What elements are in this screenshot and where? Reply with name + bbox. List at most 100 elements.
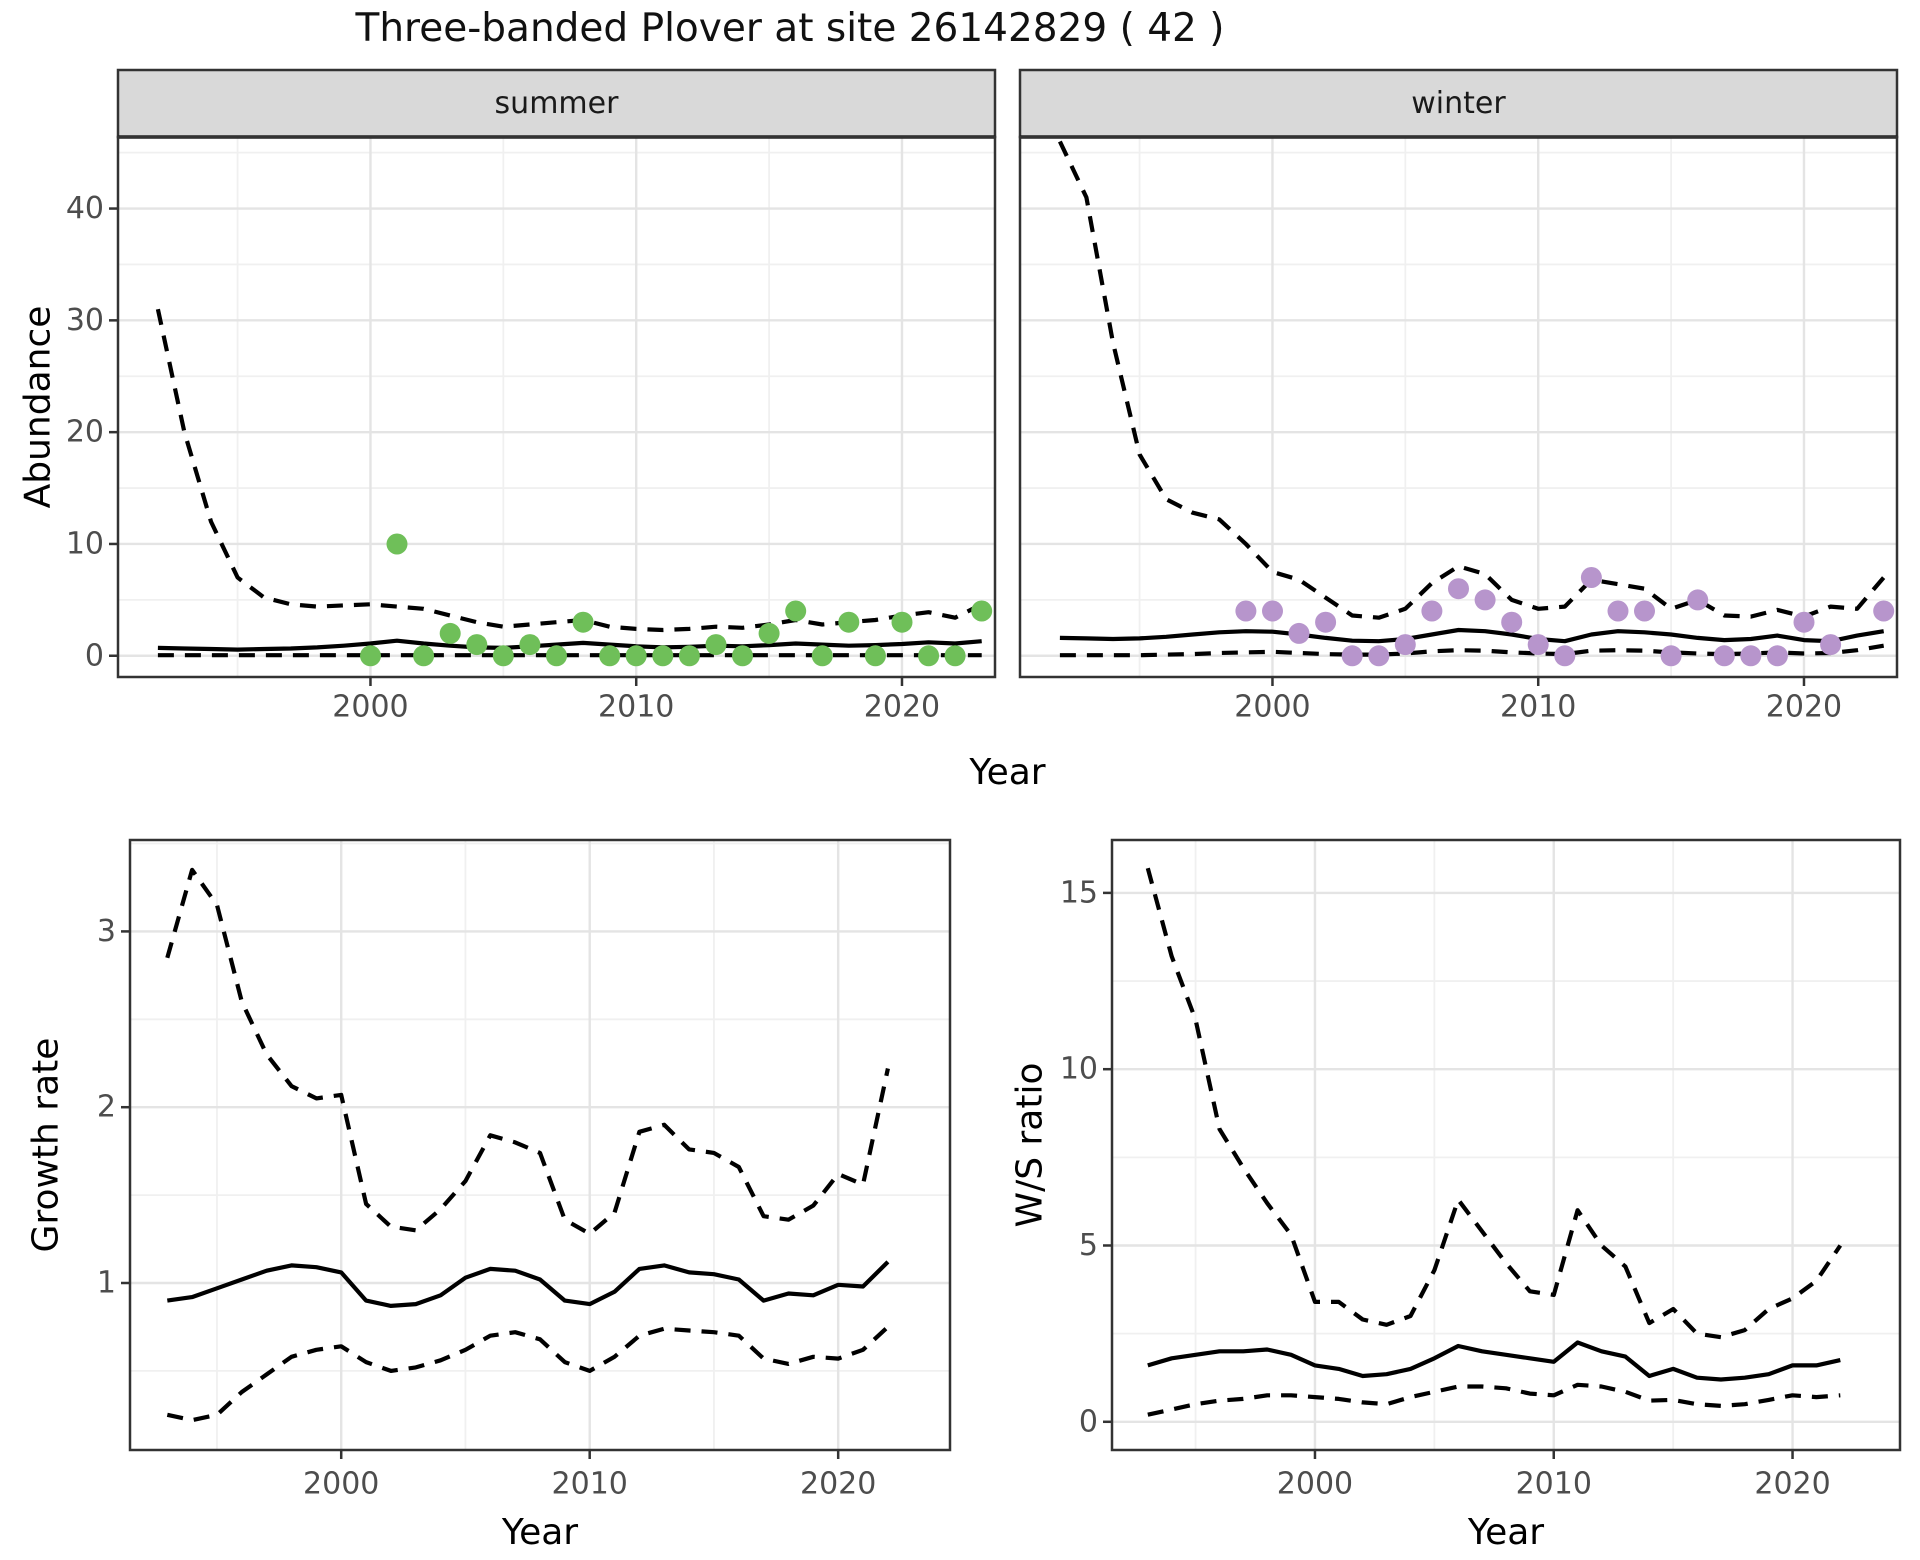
data-point <box>1315 611 1337 633</box>
facet-strip <box>1018 68 1899 139</box>
y-tick-label: 20 <box>66 415 104 450</box>
data-point <box>439 622 461 644</box>
facet-label-winter: winter <box>1411 86 1506 121</box>
panel-border <box>1110 838 1902 1452</box>
data-point <box>1580 567 1602 588</box>
data-point <box>386 533 408 555</box>
data-point <box>838 611 860 633</box>
panel-background <box>130 840 950 1450</box>
data-point <box>785 600 807 622</box>
y-tick-label: 2 <box>97 1090 116 1125</box>
data-point <box>1368 645 1390 667</box>
data-point <box>918 645 940 667</box>
data-point <box>1448 578 1469 600</box>
gridlines <box>118 137 995 677</box>
data-point <box>1235 600 1257 622</box>
panel-abundance-summer: 2000 2010 2020 0 10 20 30 40 <box>66 68 997 725</box>
y-tick-label: 10 <box>1060 1052 1098 1087</box>
abundance-winter-upper-ci-line <box>1058 140 1886 620</box>
data-point <box>705 634 727 656</box>
panel-border <box>128 838 952 1452</box>
summer-counts <box>360 533 993 667</box>
y-axis-title-growth-rate: Growth rate <box>25 1037 67 1253</box>
gridlines <box>130 840 950 1450</box>
data-point <box>971 600 993 622</box>
panel-border <box>1018 135 1899 679</box>
x-tick-label: 2000 <box>332 690 408 725</box>
x-tick-label: 2010 <box>1500 690 1576 725</box>
data-point <box>678 645 700 667</box>
axis-ticks: 2000 2010 2020 1 2 3 <box>97 914 876 1502</box>
axis-ticks: 2000 2010 2020 0 10 20 30 40 <box>66 191 940 724</box>
growth-rate-mean-line <box>167 1260 890 1309</box>
y-tick-label: 3 <box>97 914 116 949</box>
x-axis-title-year-ws: Year <box>1467 1512 1545 1553</box>
data-point <box>1766 645 1788 667</box>
x-tick-label: 2010 <box>552 1467 628 1502</box>
data-point <box>466 634 488 656</box>
y-tick-label: 15 <box>1060 875 1098 910</box>
abundance-summer-mean-line <box>157 638 982 652</box>
x-tick-label: 2020 <box>864 690 940 725</box>
y-tick-label: 40 <box>66 191 104 226</box>
ws-ratio-mean-line <box>1147 1340 1841 1382</box>
axis-ticks: 2000 2010 2020 0 5 10 15 <box>1060 875 1831 1501</box>
y-axis-title-ws-ratio: W/S ratio <box>1009 1062 1051 1228</box>
data-point <box>1873 600 1895 622</box>
data-point <box>1634 600 1655 622</box>
x-tick-label: 2020 <box>1766 690 1842 725</box>
data-point <box>1394 634 1416 656</box>
growth-rate-lower-ci-line <box>166 1325 890 1423</box>
growth-rate-upper-ci-line <box>165 867 890 1236</box>
data-point <box>758 622 780 644</box>
panel-ws-ratio: 2000 2010 2020 0 5 10 15 <box>1060 838 1902 1502</box>
facet-label-summer: summer <box>494 86 619 121</box>
x-tick-label: 2020 <box>1754 1467 1830 1502</box>
y-tick-label: 5 <box>1079 1228 1098 1263</box>
data-point <box>625 645 647 667</box>
data-point <box>652 645 674 667</box>
data-point <box>1341 645 1363 667</box>
x-tick-label: 2010 <box>598 690 674 725</box>
data-point <box>572 611 594 633</box>
chart-title: Three-banded Plover at site 26142829 ( 4… <box>355 6 1225 51</box>
panel-growth-rate: 2000 2010 2020 1 2 3 <box>97 838 952 1502</box>
x-tick-label: 2020 <box>800 1467 876 1502</box>
x-tick-label: 2000 <box>303 1467 379 1502</box>
data-point <box>1793 611 1815 633</box>
data-point <box>811 645 833 667</box>
data-point <box>546 645 567 667</box>
y-axis-title-abundance: Abundance <box>17 305 59 509</box>
panel-abundance-winter: 2000 2010 2020 <box>1018 68 1899 725</box>
data-point <box>1262 600 1283 622</box>
data-point <box>1660 645 1682 667</box>
y-tick-label: 1 <box>97 1265 116 1300</box>
y-tick-label: 0 <box>85 638 104 673</box>
data-point <box>1554 645 1576 667</box>
data-point <box>1501 611 1523 633</box>
x-tick-label: 2010 <box>1516 1467 1592 1502</box>
winter-counts <box>1235 567 1895 667</box>
data-point <box>1421 600 1443 622</box>
data-point <box>519 634 541 656</box>
x-tick-label: 2000 <box>1277 1467 1353 1502</box>
data-point <box>1288 622 1310 644</box>
x-tick-label: 2000 <box>1234 690 1310 725</box>
y-tick-label: 0 <box>1079 1404 1098 1439</box>
panel-background <box>118 137 995 677</box>
y-tick-label: 10 <box>66 526 104 561</box>
x-axis-title-year-growth: Year <box>501 1512 579 1553</box>
data-point <box>413 645 435 667</box>
ws-ratio-upper-ci-line <box>1145 867 1843 1340</box>
data-point <box>1607 600 1629 622</box>
panel-background <box>1112 840 1900 1450</box>
data-point <box>1713 645 1735 667</box>
axis-ticks: 2000 2010 2020 <box>1234 677 1842 725</box>
data-point <box>1474 589 1496 611</box>
y-tick-label: 30 <box>66 303 104 338</box>
ws-ratio-lower-ci-line <box>1147 1382 1841 1417</box>
data-point <box>599 645 621 667</box>
data-point <box>492 645 514 667</box>
